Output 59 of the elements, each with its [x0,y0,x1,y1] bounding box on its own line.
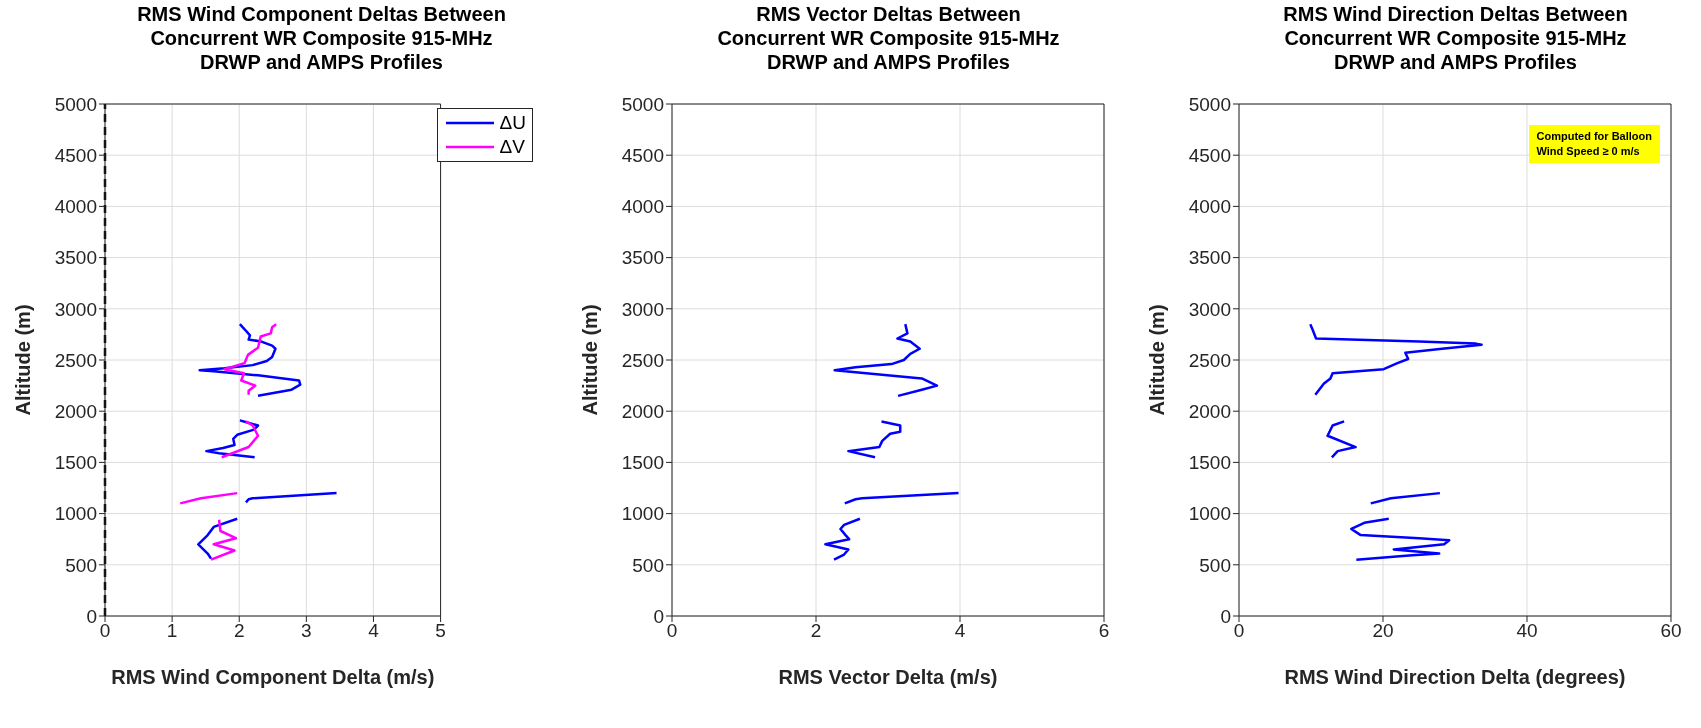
x-tick-label: 0 [99,620,111,642]
y-tick-label: 4000 [1188,196,1231,218]
y-tick-label: 4500 [54,144,97,166]
y-tick-label: 3000 [54,298,97,320]
annotation: Computed for Balloon Wind Speed ≥ 0 m/s [1528,125,1660,163]
x-axis-title: RMS Wind Component Delta (m/s) [111,666,435,688]
y-tick-label: 2500 [621,349,664,371]
y-tick-label: 4000 [621,196,664,218]
y-tick-label: 1000 [1188,503,1231,525]
legend-label: ΔV [499,135,525,159]
chart-title: RMS Wind Component Deltas Between Concurrent WR Composite 915-MHz DRWP and AMPS Profiles [136,2,507,74]
x-axis-title: RMS Wind Direction Delta (degrees) [1284,666,1626,688]
y-tick-label: 1500 [54,452,97,474]
x-tick-label: 40 [1516,620,1538,642]
y-axis-title: Altitude (m) [12,304,35,416]
y-tick-label: 0 [653,605,664,627]
x-tick-label: 4 [954,620,966,642]
x-tick-label: 4 [368,620,380,642]
y-tick-label: 3000 [1188,298,1231,320]
y-axis-title: Altitude (m) [579,304,602,416]
y-tick-label: 3500 [54,247,97,269]
y-tick-label: 500 [65,554,97,576]
y-tick-label: 3500 [1188,247,1231,269]
y-tick-label: 1000 [54,503,97,525]
y-axis-title: Altitude (m) [1146,304,1169,416]
y-tick-label: 5000 [621,93,664,115]
y-tick-label: 3500 [621,247,664,269]
x-tick-label: 2 [810,620,822,642]
x-tick-label: 0 [666,620,678,642]
x-tick-label: 3 [301,620,312,642]
x-tick-label: 2 [233,620,245,642]
y-tick-label: 2000 [54,400,97,422]
x-tick-label: 0 [1233,620,1245,642]
y-tick-label: 0 [1220,605,1231,627]
y-tick-label: 4500 [1188,144,1231,166]
y-tick-label: 5000 [1188,93,1231,115]
legend-label: ΔU [499,111,526,135]
y-tick-label: 4500 [621,144,664,166]
y-tick-label: 5000 [54,93,97,115]
y-tick-label: 4000 [54,196,97,218]
y-tick-label: 2500 [54,349,97,371]
y-tick-label: 2000 [1188,400,1231,422]
y-tick-label: 0 [86,605,97,627]
y-tick-label: 3000 [621,298,664,320]
x-tick-label: 20 [1372,620,1394,642]
x-tick-label: 5 [435,620,446,642]
y-tick-label: 1000 [621,503,664,525]
y-tick-label: 1500 [1188,452,1231,474]
x-tick-label: 60 [1660,620,1682,642]
x-tick-label: 6 [1098,620,1110,642]
y-tick-label: 2000 [621,400,664,422]
y-tick-label: 500 [632,554,664,576]
y-tick-label: 500 [1199,554,1231,576]
y-tick-label: 2500 [1188,349,1231,371]
chart-title: RMS Vector Deltas Between Concurrent WR Composite 915-MHz DRWP and AMPS Profiles [716,2,1061,74]
x-tick-label: 1 [166,620,178,642]
y-tick-label: 1500 [621,452,664,474]
chart-title: RMS Wind Direction Deltas Between Concurrent WR Composite 915-MHz DRWP and AMPS Profiles [1282,2,1629,74]
x-axis-title: RMS Vector Delta (m/s) [778,666,998,688]
